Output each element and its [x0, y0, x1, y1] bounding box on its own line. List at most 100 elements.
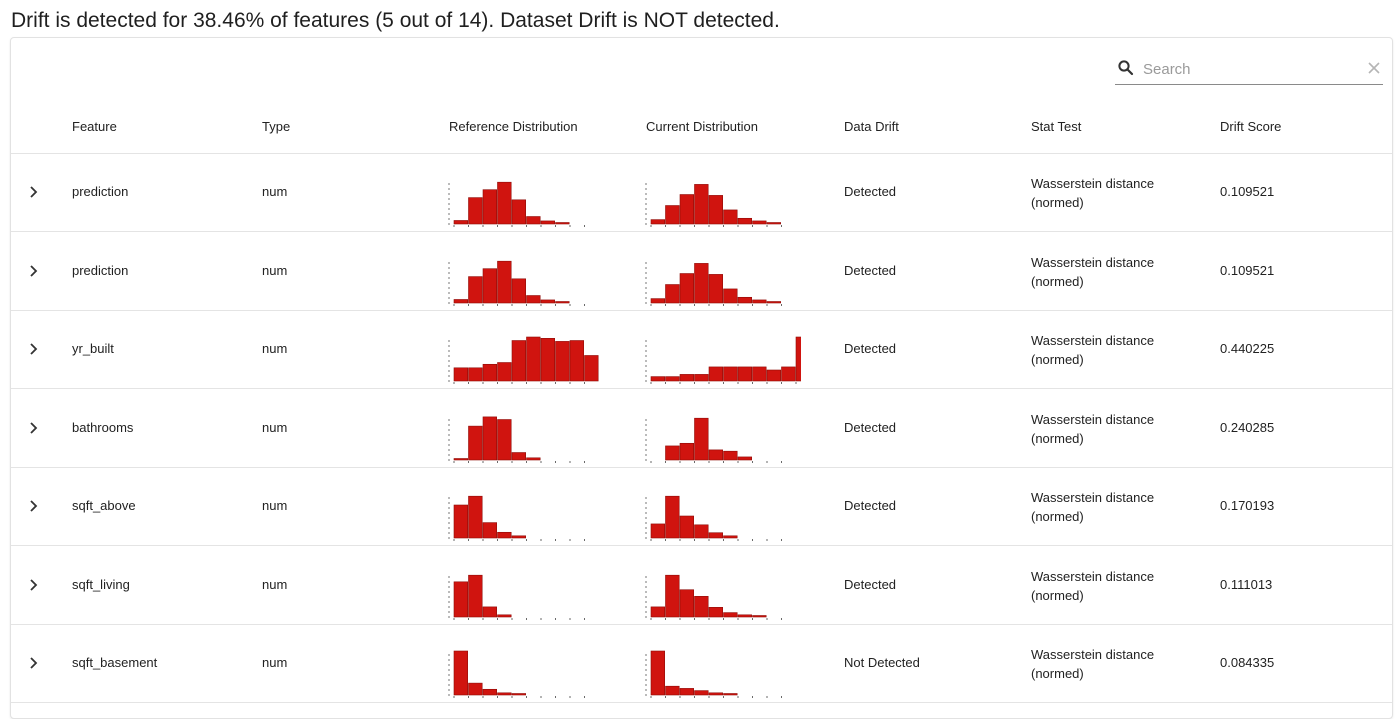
table-row[interactable]: sqft_living num Detected Wasserstein dis… [11, 546, 1392, 625]
current-histogram-bar [752, 220, 767, 225]
current-histogram-bar [752, 614, 767, 617]
current-histogram-bar [694, 595, 709, 617]
current-histogram-bar [665, 445, 680, 460]
reference-histogram-bar [468, 425, 483, 460]
reference-histogram-bar [555, 341, 570, 382]
current-histogram-bar [650, 219, 665, 225]
column-header-reference-distribution[interactable]: Reference Distribution [449, 119, 578, 134]
reference-histogram-bar [526, 294, 541, 303]
reference-distribution-histogram [448, 416, 585, 463]
reference-histogram-bar [453, 504, 468, 539]
current-histogram-bar [665, 376, 680, 382]
reference-histogram-bar [453, 298, 468, 303]
feature-name: sqft_basement [72, 655, 158, 670]
reference-histogram-bar [453, 650, 468, 696]
feature-type: num [262, 341, 288, 356]
current-histogram-bar [708, 532, 723, 539]
close-icon[interactable] [1367, 61, 1381, 75]
current-histogram-bar [665, 283, 680, 303]
table-row[interactable]: sqft_above num Detected Wasserstein dist… [11, 467, 1392, 546]
reference-histogram-bar [511, 199, 526, 225]
reference-histogram-bar [497, 531, 512, 539]
column-header-feature[interactable]: Feature [72, 119, 117, 134]
table-row[interactable]: yr_built num Detected Wasserstein distan… [11, 310, 1392, 389]
reference-histogram-bar [468, 275, 483, 303]
chevron-right-icon[interactable] [25, 654, 43, 672]
feature-type: num [262, 419, 288, 435]
current-histogram-bar [723, 535, 738, 539]
feature-type: num [262, 576, 288, 592]
reference-histogram-bar [468, 367, 483, 382]
data-drift-status: Detected [844, 576, 897, 592]
chevron-right-icon[interactable] [25, 576, 43, 594]
drift-score: 0.084335 [1220, 655, 1275, 670]
current-histogram-bar [723, 288, 738, 303]
reference-histogram-bar [497, 260, 512, 303]
current-histogram-bar [795, 336, 801, 382]
current-distribution-histogram [645, 574, 782, 620]
column-header-current-distribution[interactable]: Current Distribution [646, 119, 758, 134]
current-histogram-bar [665, 205, 680, 225]
reference-histogram-bar [511, 535, 526, 539]
stat-test-qualifier: (normed) [1031, 666, 1084, 681]
column-header-drift-score[interactable]: Drift Score [1220, 119, 1282, 134]
reference-histogram-bar [468, 574, 483, 617]
feature-name: bathrooms [72, 419, 134, 435]
table-row[interactable]: bathrooms num Detected Wasserstein dista… [11, 389, 1392, 468]
current-histogram-bar [737, 613, 752, 617]
current-distribution-histogram [645, 650, 782, 698]
reference-histogram-bar [453, 580, 468, 617]
chevron-right-icon[interactable] [25, 419, 43, 437]
search-input[interactable] [1141, 58, 1355, 80]
current-histogram-bar [781, 366, 796, 382]
chevron-right-icon[interactable] [25, 183, 43, 201]
column-header-stat-test[interactable]: Stat Test [1031, 119, 1082, 134]
column-header-type[interactable]: Type [262, 119, 291, 134]
reference-histogram-bar [511, 451, 526, 460]
table-header: Feature Type Reference Distribution Curr… [11, 98, 1392, 154]
stat-test-name: Wasserstein distance [1031, 647, 1155, 662]
current-histogram-bar [665, 685, 680, 696]
reference-histogram-bar [482, 363, 497, 382]
reference-histogram-bar [482, 189, 497, 225]
current-histogram-bar [650, 297, 665, 303]
current-histogram-bar [679, 442, 694, 460]
table-row[interactable]: prediction num Detected Wasserstein dist… [11, 232, 1392, 311]
current-histogram-bar [708, 692, 723, 696]
current-distribution-histogram [645, 417, 782, 463]
current-histogram-bar [723, 366, 738, 382]
reference-histogram-bar [526, 216, 541, 225]
current-histogram-bar [679, 688, 694, 696]
current-histogram-bar [708, 273, 723, 303]
chevron-right-icon[interactable] [25, 340, 43, 358]
stat-test-qualifier: (normed) [1031, 587, 1084, 603]
search-box[interactable] [1115, 56, 1383, 85]
reference-histogram-bar [497, 692, 512, 696]
feature-name: yr_built [72, 341, 114, 356]
reference-histogram-bar [555, 300, 570, 303]
data-drift-status: Not Detected [844, 655, 920, 670]
data-drift-status: Detected [844, 184, 897, 199]
current-histogram-bar [694, 690, 709, 696]
reference-histogram-bar [540, 338, 555, 382]
current-histogram-bar [650, 606, 665, 617]
drift-score: 0.440225 [1220, 341, 1275, 356]
current-histogram-bar [723, 611, 738, 617]
stat-test: Wasserstein distance (normed) [1031, 331, 1154, 369]
reference-histogram-bar [540, 220, 555, 225]
column-header-data-drift[interactable]: Data Drift [844, 119, 899, 134]
stat-test-name: Wasserstein distance [1031, 333, 1155, 348]
table-row[interactable]: prediction num Detected Wasserstein dist… [11, 153, 1392, 232]
current-distribution-histogram [645, 183, 782, 227]
chevron-right-icon[interactable] [25, 262, 43, 280]
current-histogram-bar [679, 374, 694, 382]
feature-name: sqft_living [72, 576, 130, 592]
current-histogram-bar [723, 450, 738, 460]
stat-test: Wasserstein distance (normed) [1031, 253, 1154, 291]
table-row[interactable]: sqft_basement num Not Detected Wasserste… [11, 624, 1392, 703]
chevron-right-icon[interactable] [25, 497, 43, 515]
current-histogram-bar [708, 366, 723, 382]
reference-histogram-bar [468, 495, 483, 539]
current-histogram-bar [708, 606, 723, 617]
current-histogram-bar [679, 272, 694, 303]
